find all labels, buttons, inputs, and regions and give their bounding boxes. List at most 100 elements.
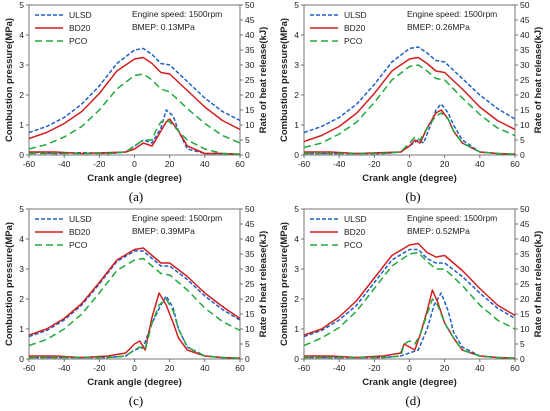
y2-tick-label: 15 <box>245 105 255 115</box>
y2-tick-label: 15 <box>520 309 530 319</box>
y-tick-label: 2 <box>19 294 24 304</box>
y2-tick-label: 25 <box>245 279 255 289</box>
caption-a: (a) <box>128 189 144 204</box>
y2-tick-label: 40 <box>245 234 255 244</box>
y-tick-label: 5 <box>19 204 24 214</box>
y2-tick-label: 10 <box>245 120 255 130</box>
x-tick-label: 60 <box>235 159 245 169</box>
series-line-bd20-pressure <box>29 56 240 140</box>
series-line-ulsd-pressure <box>29 47 240 134</box>
x-tick-label: 20 <box>165 363 175 373</box>
legend-label-bd20: BD20 <box>344 23 366 33</box>
x-tick-label: 20 <box>165 159 175 169</box>
x-axis-title: Crank angle (degree) <box>87 173 182 184</box>
y-axis-title: Combustion pressure(MPa) <box>279 18 290 142</box>
x-tick-label: -60 <box>298 159 311 169</box>
y2-axis-title: Rate of heat release(kJ) <box>258 27 269 134</box>
y2-tick-label: 0 <box>520 354 525 364</box>
y2-tick-label: 30 <box>245 60 255 70</box>
series-line-ulsd-heat <box>304 103 515 155</box>
y-tick-label: 1 <box>19 324 24 334</box>
legend-label-bd20: BD20 <box>344 227 366 237</box>
y2-tick-label: 10 <box>245 324 255 334</box>
annotation-text: Engine speed: 1500rpm <box>132 213 222 223</box>
x-tick-label: 40 <box>475 363 485 373</box>
caption-c: (c) <box>128 393 144 408</box>
y-tick-label: 4 <box>19 234 24 244</box>
y2-tick-label: 45 <box>245 15 255 25</box>
annotation-text: BMEP: 0.39MPa <box>132 226 195 236</box>
series-line-pco-heat <box>304 112 515 155</box>
y-tick-label: 2 <box>19 90 24 100</box>
x-tick-label: 60 <box>235 363 245 373</box>
series-line-bd20-heat <box>29 292 240 359</box>
series-line-bd20-heat <box>29 118 240 155</box>
x-tick-label: 60 <box>510 363 520 373</box>
series-line-ulsd-heat <box>29 109 240 155</box>
x-tick-label: 20 <box>440 363 450 373</box>
x-tick-label: -60 <box>23 159 36 169</box>
x-tick-label: 40 <box>200 363 210 373</box>
y2-tick-label: 10 <box>520 324 530 334</box>
series-line-pco-heat <box>29 298 240 359</box>
y-axis-title: Combustion pressure(MPa) <box>4 222 15 346</box>
y2-tick-label: 0 <box>245 150 250 160</box>
legend-label-ulsd: ULSD <box>69 214 92 224</box>
y2-axis-title: Rate of heat release(kJ) <box>533 27 544 134</box>
y-tick-label: 3 <box>19 60 24 70</box>
y-tick-label: 1 <box>19 120 24 130</box>
x-tick-label: -20 <box>93 159 106 169</box>
series-line-ulsd-heat <box>29 295 240 359</box>
series-line-pco-pressure <box>29 257 240 347</box>
y-tick-label: 1 <box>294 120 299 130</box>
y-axis-title: Combustion pressure(MPa) <box>4 18 15 142</box>
y-tick-label: 0 <box>19 150 24 160</box>
y2-tick-label: 30 <box>245 264 255 274</box>
y2-tick-label: 0 <box>245 354 250 364</box>
y-tick-label: 2 <box>294 90 299 100</box>
y2-tick-label: 25 <box>520 75 530 85</box>
y2-tick-label: 35 <box>245 45 255 55</box>
x-tick-label: 40 <box>200 159 210 169</box>
series-line-pco-pressure <box>304 251 515 347</box>
legend-label-pco: PCO <box>344 36 363 46</box>
y2-tick-label: 50 <box>520 0 530 10</box>
series-line-pco-pressure <box>304 64 515 149</box>
x-tick-label: 0 <box>407 159 412 169</box>
legend-label-ulsd: ULSD <box>344 214 367 224</box>
y2-tick-label: 5 <box>245 339 250 349</box>
y2-tick-label: 45 <box>245 219 255 229</box>
x-tick-label: 0 <box>132 159 137 169</box>
x-tick-label: -60 <box>298 363 311 373</box>
legend-label-ulsd: ULSD <box>69 10 92 20</box>
y-tick-label: 0 <box>19 354 24 364</box>
x-tick-label: -20 <box>93 363 106 373</box>
y2-axis-title: Rate of heat release(kJ) <box>258 231 269 338</box>
series-line-bd20-heat <box>304 289 515 359</box>
y2-tick-label: 30 <box>520 264 530 274</box>
y-tick-label: 5 <box>294 0 299 10</box>
y2-tick-label: 20 <box>520 294 530 304</box>
y2-tick-label: 20 <box>520 90 530 100</box>
y2-tick-label: 35 <box>245 249 255 259</box>
y2-tick-label: 15 <box>245 309 255 319</box>
annotation-text: BMEP: 0.26MPa <box>407 22 470 32</box>
series-line-pco-heat <box>304 298 515 359</box>
y2-tick-label: 40 <box>520 234 530 244</box>
x-tick-label: 0 <box>407 363 412 373</box>
x-tick-label: -40 <box>58 363 71 373</box>
y2-tick-label: 10 <box>520 120 530 130</box>
y2-tick-label: 40 <box>520 30 530 40</box>
y2-tick-label: 0 <box>520 150 525 160</box>
y-tick-label: 4 <box>294 30 299 40</box>
annotation-text: BMEP: 0.52MPa <box>407 226 470 236</box>
series-line-bd20-pressure <box>29 247 240 336</box>
y2-tick-label: 50 <box>245 0 255 10</box>
y-tick-label: 3 <box>19 264 24 274</box>
y2-tick-label: 5 <box>520 135 525 145</box>
